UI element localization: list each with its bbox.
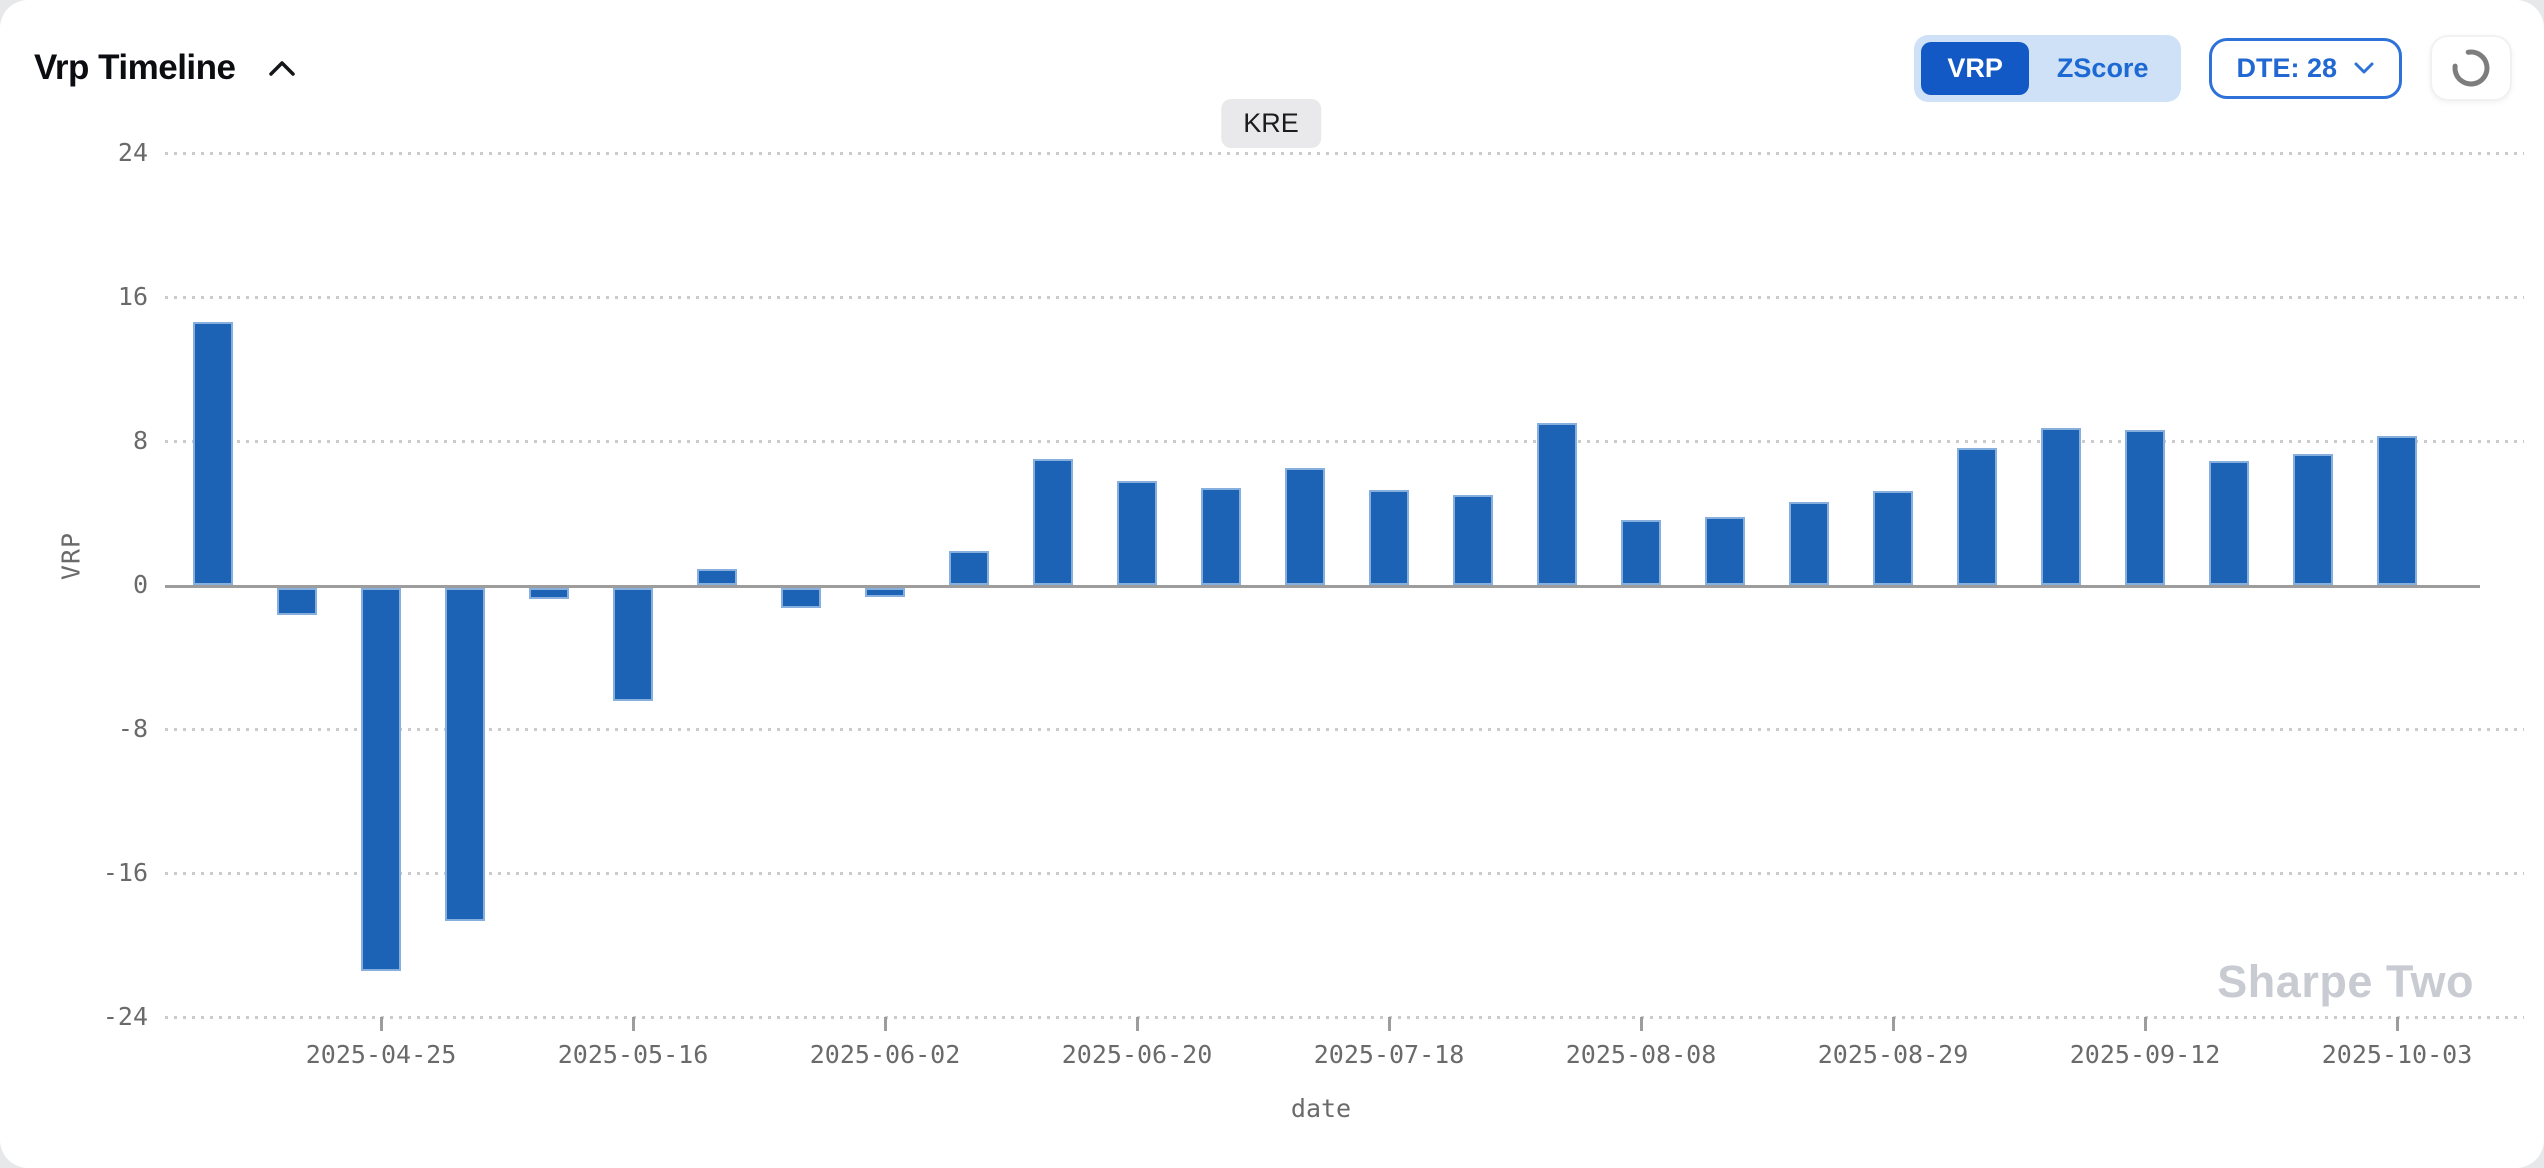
x-tick-mark	[1891, 1017, 1895, 1031]
x-tick-label: 2025-04-25	[305, 1040, 457, 1069]
bar[interactable]	[277, 588, 317, 615]
bar[interactable]	[445, 588, 485, 921]
y-tick-label: 16	[117, 282, 148, 311]
y-tick-label: -8	[117, 714, 148, 743]
header-controls: VRP ZScore DTE: 28	[1914, 34, 2512, 102]
x-tick-label: 2025-06-02	[809, 1040, 961, 1069]
bar[interactable]	[1705, 517, 1745, 585]
bar[interactable]	[1285, 468, 1325, 585]
x-tick-label: 2025-10-03	[2321, 1040, 2473, 1069]
bar[interactable]	[697, 569, 737, 585]
x-tick-label: 2025-09-12	[2069, 1040, 2221, 1069]
y-gridline	[165, 872, 2524, 875]
watermark: Sharpe Two	[2217, 956, 2474, 1007]
bar[interactable]	[1117, 481, 1157, 585]
chevron-up-icon	[268, 60, 295, 76]
bar[interactable]	[865, 588, 905, 597]
y-tick-label: -16	[102, 858, 148, 887]
loading-spinner-icon	[2452, 49, 2490, 87]
bar[interactable]	[1201, 488, 1241, 585]
bar[interactable]	[613, 588, 653, 701]
bar[interactable]	[1957, 448, 1997, 585]
bar[interactable]	[2293, 454, 2333, 585]
x-tick-label: 2025-07-18	[1313, 1040, 1465, 1069]
bar[interactable]	[1033, 459, 1073, 585]
y-gridline	[165, 296, 2524, 299]
x-tick-mark	[1387, 1017, 1391, 1031]
x-tick-mark	[1639, 1017, 1643, 1031]
loading-button[interactable]	[2430, 35, 2512, 101]
bar[interactable]	[361, 588, 401, 971]
bar[interactable]	[1369, 490, 1409, 585]
toggle-option-zscore[interactable]: ZScore	[2031, 42, 2175, 95]
x-axis-line	[165, 585, 2480, 588]
bar[interactable]	[2041, 428, 2081, 585]
x-tick-label: 2025-08-08	[1565, 1040, 1717, 1069]
x-tick-mark	[2143, 1017, 2147, 1031]
dte-label: DTE: 28	[2236, 52, 2337, 83]
bar[interactable]	[193, 322, 233, 585]
bar[interactable]	[2377, 436, 2417, 585]
x-axis-title: date	[1290, 1094, 1352, 1123]
metric-toggle: VRP ZScore	[1914, 34, 2182, 102]
card-header: Vrp Timeline VRP ZScore DTE: 28	[34, 0, 2512, 136]
bar[interactable]	[1621, 520, 1661, 585]
bar[interactable]	[1537, 423, 1577, 585]
x-tick-mark	[883, 1017, 887, 1031]
bar[interactable]	[1873, 491, 1913, 585]
y-gridline	[165, 152, 2524, 155]
x-tick-mark	[631, 1017, 635, 1031]
y-tick-label: -24	[102, 1002, 148, 1031]
x-tick-label: 2025-06-20	[1061, 1040, 1213, 1069]
bar[interactable]	[2209, 461, 2249, 585]
bar[interactable]	[781, 588, 821, 608]
bar[interactable]	[2125, 430, 2165, 585]
bar[interactable]	[529, 588, 569, 599]
collapse-button[interactable]	[264, 56, 300, 81]
x-tick-mark	[2395, 1017, 2399, 1031]
y-tick-label: 24	[117, 138, 148, 167]
y-gridline	[165, 1016, 2524, 1019]
title-row: Vrp Timeline	[34, 48, 300, 88]
page-title: Vrp Timeline	[34, 48, 236, 87]
bar[interactable]	[1453, 495, 1493, 585]
y-gridline	[165, 728, 2524, 731]
x-tick-mark	[1135, 1017, 1139, 1031]
x-tick-mark	[379, 1017, 383, 1031]
x-tick-label: 2025-05-16	[557, 1040, 709, 1069]
x-tick-label: 2025-08-29	[1817, 1040, 1969, 1069]
y-tick-label: 8	[132, 426, 148, 455]
dte-dropdown[interactable]: DTE: 28	[2209, 37, 2402, 99]
bar[interactable]	[949, 551, 989, 585]
y-tick-label: 0	[132, 570, 148, 599]
toggle-option-vrp[interactable]: VRP	[1921, 41, 2029, 95]
symbol-badge: KRE	[1221, 99, 1321, 148]
bar[interactable]	[1789, 502, 1829, 585]
chevron-down-icon	[2354, 62, 2374, 74]
y-gridline	[165, 440, 2524, 443]
